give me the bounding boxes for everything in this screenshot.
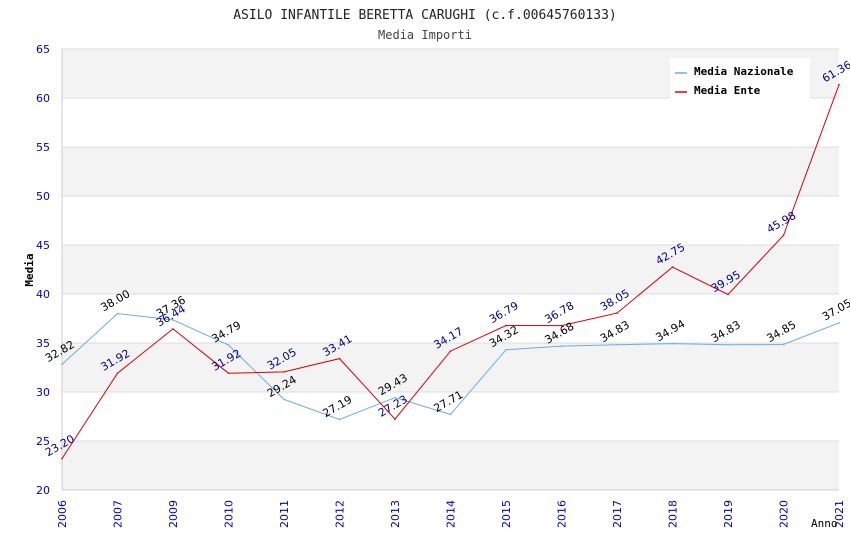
data-point <box>782 234 785 237</box>
data-label: 36.78 <box>543 299 577 326</box>
data-label: 45.98 <box>765 209 799 236</box>
data-point <box>283 371 285 373</box>
data-point <box>727 293 729 296</box>
y-tick-label: 45 <box>36 239 50 252</box>
x-tick-label: 2010 <box>223 500 236 528</box>
data-label: 34.83 <box>598 318 632 345</box>
legend: Media Nazionale Media Ente <box>670 58 810 102</box>
x-tick-label: 2017 <box>611 500 624 528</box>
x-tick-label: 2021 <box>833 500 846 528</box>
x-tick-label: 2007 <box>112 500 125 528</box>
x-tick-label: 2013 <box>389 500 402 528</box>
data-point <box>61 363 63 366</box>
data-point <box>560 324 563 327</box>
x-tick-label: 2015 <box>500 500 513 528</box>
data-point <box>338 357 341 360</box>
data-point <box>616 343 618 346</box>
data-point <box>560 345 563 347</box>
data-point <box>116 372 119 374</box>
x-tick-label: 2020 <box>778 500 791 528</box>
y-tick-label: 40 <box>36 288 50 301</box>
data-point <box>727 343 729 346</box>
grid-band <box>62 441 839 490</box>
axes <box>61 49 839 491</box>
x-tick-label: 2016 <box>556 500 569 528</box>
legend-label-nazionale: Media Nazionale <box>694 65 794 78</box>
data-label: 34.94 <box>654 317 688 344</box>
y-tick-labels: 20 25 30 35 40 45 50 55 60 65 <box>36 43 50 497</box>
chart-subtitle: Media Importi <box>378 28 472 42</box>
y-tick-label: 60 <box>36 92 50 105</box>
x-tick-label: 2012 <box>334 500 347 528</box>
data-point <box>394 396 396 399</box>
data-point <box>449 350 452 352</box>
x-tick-label: 2009 <box>167 500 180 528</box>
data-label: 34.83 <box>709 318 743 345</box>
y-tick-label: 55 <box>36 141 50 154</box>
legend-label-ente: Media Ente <box>694 84 761 97</box>
data-point <box>338 418 341 421</box>
y-tick-label: 65 <box>36 43 50 56</box>
chart-title: ASILO INFANTILE BERETTA CARUGHI (c.f.006… <box>233 8 617 23</box>
x-axis-label: Anno <box>811 517 838 530</box>
data-point <box>505 324 507 327</box>
background-bands <box>62 49 839 490</box>
y-axis-label: Media <box>23 253 36 286</box>
x-tick-label: 2018 <box>667 500 680 528</box>
grid-lines <box>62 48 839 491</box>
data-point <box>671 266 674 268</box>
x-tick-label: 2014 <box>445 500 458 528</box>
y-tick-label: 20 <box>36 484 50 497</box>
data-point <box>671 342 674 345</box>
y-tick-label: 30 <box>36 386 50 399</box>
data-label: 37.05 <box>820 296 850 323</box>
data-point <box>227 344 230 346</box>
data-point <box>172 328 174 330</box>
series-group <box>61 83 840 460</box>
data-point <box>505 348 507 351</box>
data-point <box>227 372 230 374</box>
y-tick-label: 50 <box>36 190 50 203</box>
data-point <box>61 457 63 460</box>
x-tick-label: 2011 <box>278 500 291 528</box>
data-point <box>838 322 840 324</box>
y-tick-label: 35 <box>36 337 50 350</box>
grid-band <box>62 147 839 196</box>
data-point <box>116 312 119 315</box>
x-tick-label: 2006 <box>56 500 69 528</box>
x-tick-labels: 2006 2007 2009 2010 2011 2012 2013 2014 2015 2016… <box>56 500 846 528</box>
x-tick-label: 2019 <box>722 500 735 528</box>
data-point <box>616 312 618 314</box>
data-point <box>782 343 785 346</box>
y-tick-label: 25 <box>36 435 50 448</box>
data-point <box>172 319 174 321</box>
data-label: 36.79 <box>487 299 521 326</box>
data-point <box>394 418 396 420</box>
data-label: 34.79 <box>210 319 244 346</box>
data-point <box>838 83 840 86</box>
data-point <box>449 413 452 416</box>
data-point <box>283 398 285 401</box>
